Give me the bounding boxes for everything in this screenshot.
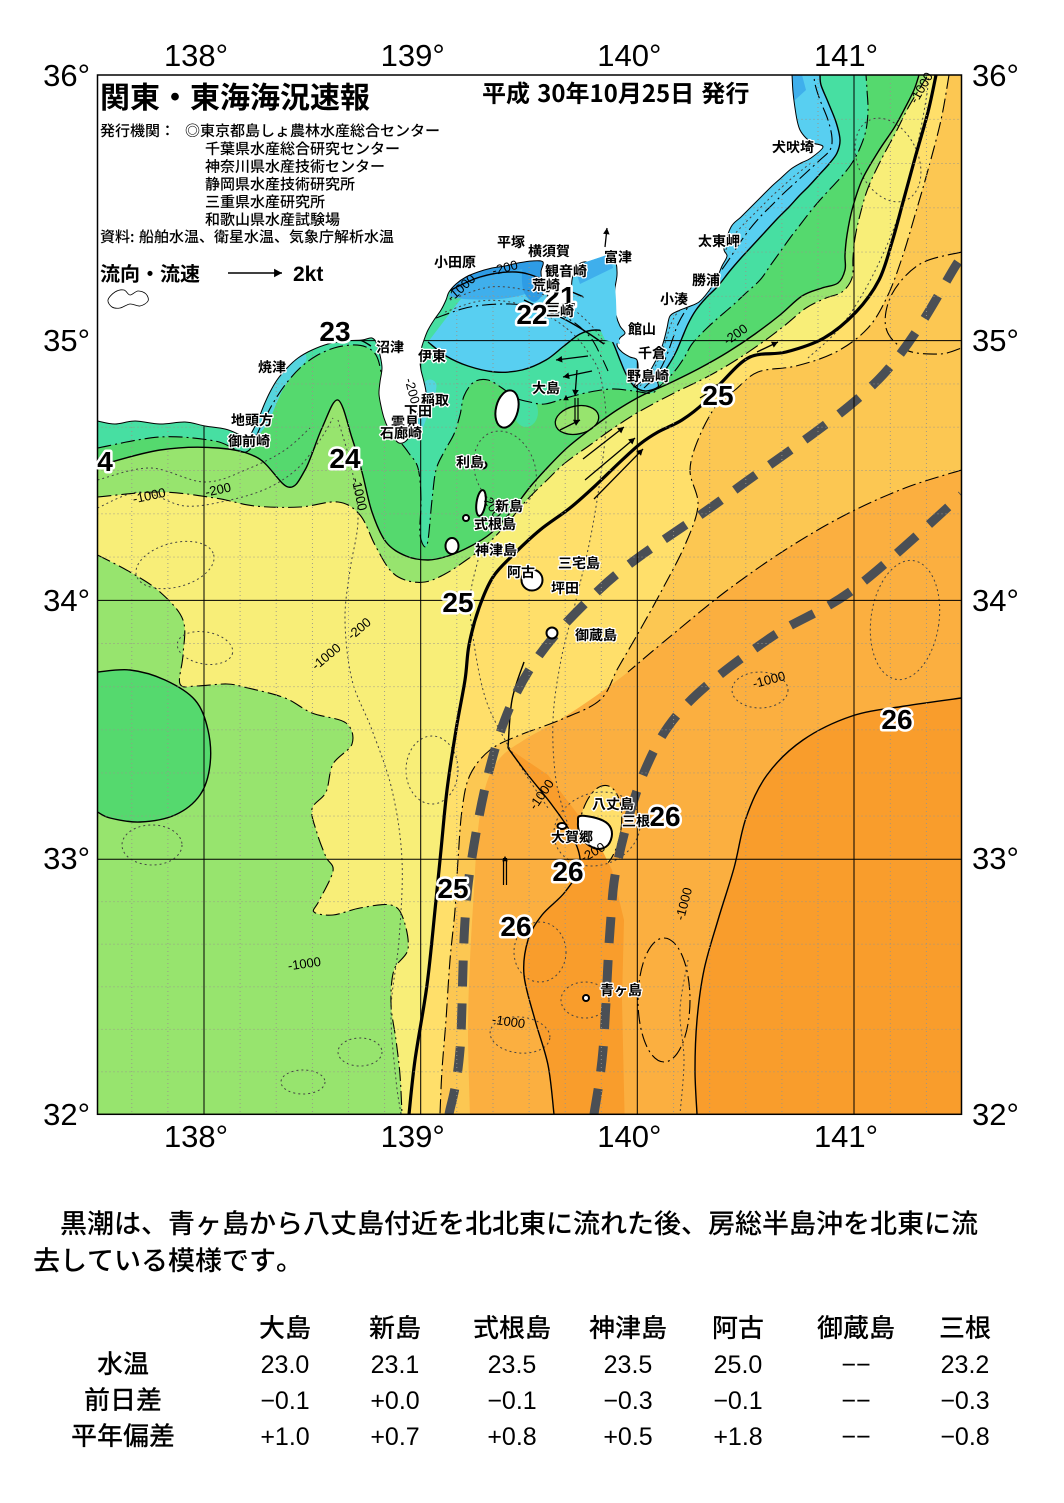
svg-text:23: 23 (319, 316, 350, 347)
svg-text:-1000: -1000 (287, 954, 322, 973)
svg-text:+0.8: +0.8 (487, 1423, 536, 1451)
svg-text:−0.1: −0.1 (260, 1387, 309, 1415)
svg-text:22: 22 (516, 299, 547, 330)
svg-text:26: 26 (881, 704, 912, 735)
svg-text:+0.5: +0.5 (603, 1423, 652, 1451)
svg-text:−−: −− (841, 1387, 870, 1415)
svg-text:-200: -200 (490, 257, 519, 278)
svg-text:+0.7: +0.7 (370, 1423, 419, 1451)
svg-text:26: 26 (649, 801, 680, 832)
svg-text:25: 25 (442, 587, 473, 618)
svg-text:32°: 32° (43, 1097, 90, 1132)
svg-text:−−: −− (841, 1423, 870, 1451)
svg-text:+0.0: +0.0 (370, 1387, 419, 1415)
svg-text:-1000: -1000 (349, 476, 371, 512)
svg-text:−0.8: −0.8 (940, 1423, 989, 1451)
svg-text:26: 26 (500, 911, 531, 942)
svg-text:33°: 33° (43, 841, 90, 876)
svg-text:138°: 138° (164, 1119, 228, 1154)
svg-text:34°: 34° (43, 583, 90, 618)
svg-text:-200: -200 (204, 480, 233, 500)
svg-text:−0.1: −0.1 (487, 1387, 536, 1415)
svg-text:−0.3: −0.3 (603, 1387, 652, 1415)
svg-text:26: 26 (552, 856, 583, 887)
svg-text:32°: 32° (972, 1097, 1019, 1132)
svg-text:33°: 33° (972, 841, 1019, 876)
svg-text:−−: −− (841, 1351, 870, 1379)
svg-text:35°: 35° (43, 323, 90, 358)
svg-text:2kt: 2kt (293, 263, 323, 286)
svg-text:4: 4 (97, 446, 113, 477)
svg-text:24: 24 (329, 443, 361, 474)
svg-text:139°: 139° (381, 1119, 445, 1154)
svg-text:23.0: 23.0 (261, 1351, 310, 1379)
svg-text:−0.1: −0.1 (713, 1387, 762, 1415)
svg-text:36°: 36° (43, 58, 90, 93)
svg-text:140°: 140° (597, 1119, 661, 1154)
svg-text:34°: 34° (972, 583, 1019, 618)
svg-text:23.5: 23.5 (488, 1351, 537, 1379)
svg-text:23.1: 23.1 (371, 1351, 420, 1379)
svg-text:23.5: 23.5 (604, 1351, 653, 1379)
svg-text:25.0: 25.0 (714, 1351, 763, 1379)
svg-text:140°: 140° (597, 38, 661, 73)
svg-text:23.2: 23.2 (941, 1351, 990, 1379)
svg-text:-1000: -1000 (491, 1012, 526, 1031)
svg-text:25: 25 (437, 873, 468, 904)
svg-text:-200: -200 (402, 376, 423, 405)
svg-text:139°: 139° (381, 38, 445, 73)
svg-text:−0.3: −0.3 (940, 1387, 989, 1415)
svg-text:-1000: -1000 (131, 485, 167, 507)
svg-text:141°: 141° (814, 1119, 878, 1154)
svg-text:141°: 141° (814, 38, 878, 73)
svg-text:+1.8: +1.8 (713, 1423, 762, 1451)
svg-text:35°: 35° (972, 323, 1019, 358)
svg-text:+1.0: +1.0 (260, 1423, 309, 1451)
svg-text:25: 25 (702, 380, 733, 411)
svg-text:36°: 36° (972, 58, 1019, 93)
svg-text:138°: 138° (164, 38, 228, 73)
